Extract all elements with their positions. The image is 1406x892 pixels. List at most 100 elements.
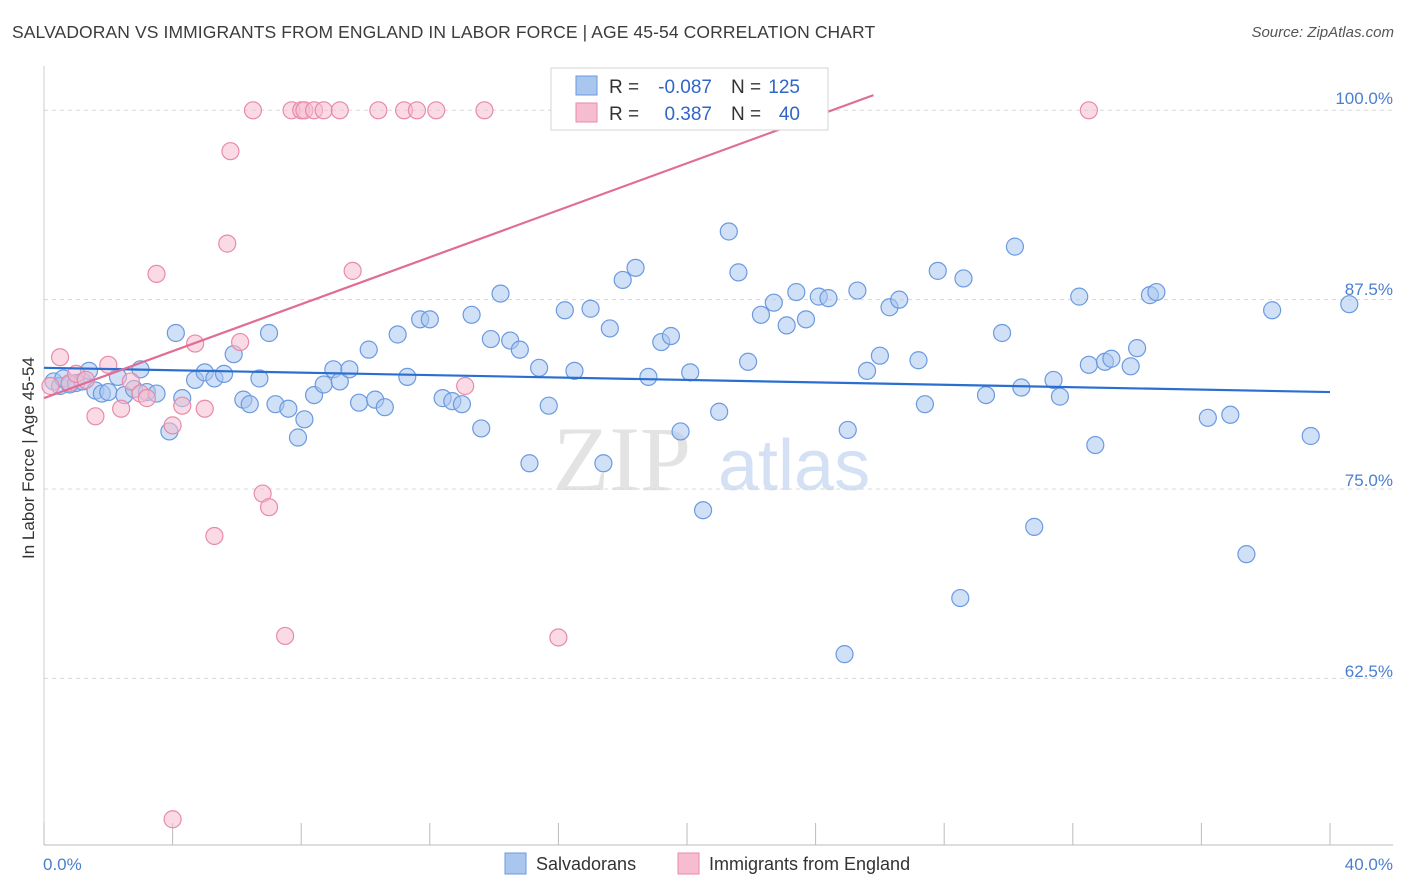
data-point [243,101,263,120]
data-point [738,352,758,371]
y-tick-label: 87.5% [1345,280,1393,299]
legend-n-value: 40 [779,104,800,125]
data-point [250,369,269,388]
data-point [475,101,494,120]
legend-n-value: 125 [768,77,800,98]
data-point [613,270,632,290]
data-point [819,289,838,308]
data-point [600,319,619,338]
bottom-legend: Salvadorans Immigrants from England [504,852,910,875]
data-point [231,332,250,352]
data-point [205,526,224,546]
trend-lines [43,94,1331,400]
data-point [1198,408,1217,427]
data-point [427,101,446,120]
bottom-legend-swatch-pink [677,852,700,875]
bottom-legend-label: Immigrants from England [709,854,910,874]
data-point [359,340,378,359]
data-point [50,348,70,367]
data-point [1221,405,1240,424]
data-point [777,316,796,335]
salvadorans-points [44,222,1359,664]
data-point [915,395,935,414]
trend-line [43,366,1331,394]
data-point [137,389,156,408]
data-point [693,501,713,520]
data-point [835,645,854,664]
data-point [681,363,700,382]
data-point [456,376,475,396]
data-point [710,402,729,421]
data-point [295,410,314,429]
watermark-atlas: atlas [718,426,870,506]
data-point [375,398,394,417]
legend-r-label: R = [609,104,639,125]
data-point [472,419,491,438]
bottom-legend-label: Salvadorans [536,854,636,874]
data-point [420,310,439,329]
data-point [163,810,182,829]
data-point [1044,370,1063,390]
data-point [1086,435,1105,455]
data-point [581,299,600,318]
chart-title: SALVADORAN VS IMMIGRANTS FROM ENGLAND IN… [12,22,876,42]
data-point [539,396,558,415]
england-points [41,101,1098,829]
data-point [288,428,308,447]
data-point [491,284,510,303]
y-tick-label: 75.0% [1345,471,1393,490]
y-tick-label: 62.5% [1345,662,1393,681]
data-point [481,329,500,349]
legend-r-label: R = [609,77,639,98]
data-point [121,372,140,391]
data-point [398,367,417,387]
data-point [1127,339,1147,358]
data-point [639,367,658,387]
source-label: Source: ZipAtlas.com [1251,24,1394,41]
data-point [1340,295,1359,314]
data-point [112,399,131,418]
data-point [719,222,738,241]
data-point [796,310,816,329]
bottom-legend-swatch-blue [504,852,527,875]
data-point [787,282,806,302]
data-point [86,407,105,426]
y-axis-label: In Labor Force | Age 45-54 [19,357,38,559]
legend-swatch-pink [575,102,598,123]
data-point [99,382,118,402]
axes [43,66,1393,846]
data-point [671,422,690,441]
data-point [452,395,472,414]
data-point [751,305,771,324]
data-point [1102,349,1121,368]
data-point [1301,426,1320,446]
data-point [890,290,909,309]
data-point [1025,517,1044,536]
x-tick-label-min: 0.0% [43,855,82,874]
data-point [909,351,928,370]
data-point [976,385,996,405]
data-point [764,293,783,312]
data-point [279,399,298,418]
data-point [510,340,529,359]
data-point [276,626,295,646]
data-point [951,588,970,608]
data-point [1121,357,1140,376]
legend-n-label: N = [731,104,761,125]
data-point [1050,387,1070,406]
legend-r-value: 0.387 [664,104,712,125]
data-point [166,323,185,343]
data-point [330,101,349,120]
data-point [369,101,388,120]
data-point [870,346,890,365]
data-point [314,101,333,120]
data-point [407,101,427,120]
data-point [41,376,60,396]
watermark-zip: ZIP [553,408,691,510]
data-point [214,364,234,383]
data-point [343,261,362,280]
data-point [1237,545,1256,564]
data-point [928,261,947,280]
data-point [857,361,877,380]
data-point [388,325,407,344]
